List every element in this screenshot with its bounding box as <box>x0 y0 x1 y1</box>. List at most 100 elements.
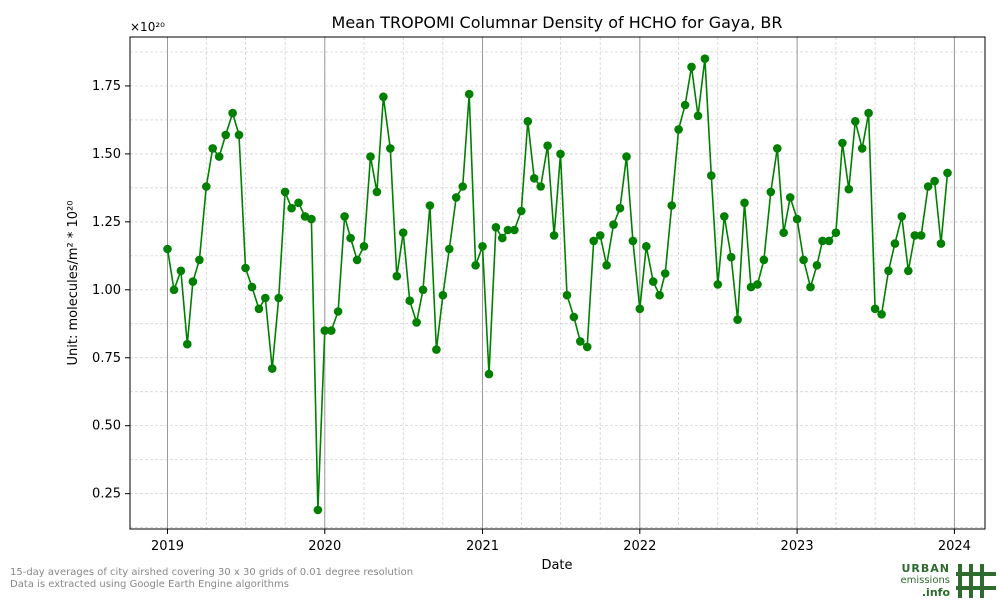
data-point <box>221 130 230 140</box>
data-point <box>543 141 552 150</box>
data-point <box>313 505 323 515</box>
data-point <box>523 117 533 126</box>
y-tick-label: 1.00 <box>92 283 121 298</box>
data-point <box>392 271 402 281</box>
data-point <box>254 304 264 314</box>
data-point <box>824 236 834 246</box>
data-point <box>195 255 204 265</box>
data-point <box>432 345 441 354</box>
x-tick-label: 2022 <box>623 539 656 554</box>
y-tick-label: 0.50 <box>92 419 121 434</box>
data-point <box>352 255 362 265</box>
data-point <box>576 337 585 346</box>
y-tick-label: 1.75 <box>92 79 121 94</box>
data-point <box>478 242 487 251</box>
year-lines <box>166 37 955 529</box>
data-point <box>812 261 822 270</box>
data-point <box>930 176 939 186</box>
data-point <box>412 318 421 327</box>
logo-line-3: .info <box>921 586 950 599</box>
data-point <box>766 187 776 197</box>
plot-frame <box>129 36 986 530</box>
data-point <box>648 277 658 286</box>
data-point <box>163 244 172 254</box>
data-point <box>615 203 625 213</box>
data-point <box>359 242 369 251</box>
data-point <box>700 54 710 63</box>
data-point <box>471 261 480 270</box>
data-point <box>529 174 539 183</box>
data-point <box>851 117 860 126</box>
data-point <box>491 223 501 232</box>
y-tick-label: 0.75 <box>92 351 121 366</box>
data-point <box>208 144 217 153</box>
data-point <box>746 282 756 292</box>
data-point <box>943 168 952 178</box>
data-point <box>635 304 645 314</box>
data-point <box>628 236 638 246</box>
data-point <box>582 342 592 352</box>
data-point <box>660 269 670 278</box>
data-point <box>379 92 388 102</box>
data-point <box>936 239 946 248</box>
x-tick-label: 2020 <box>308 539 341 554</box>
y-tick-label: 1.25 <box>92 215 121 230</box>
data-point <box>307 214 316 224</box>
y-ticks: 0.25 0.50 0.75 1.00 1.25 1.50 1.75 <box>92 79 130 502</box>
data-point <box>234 130 244 140</box>
data-point <box>785 193 795 202</box>
data-point <box>655 290 664 300</box>
data-point <box>333 307 343 316</box>
data-point <box>680 100 690 110</box>
data-point <box>897 212 907 221</box>
data-point <box>498 233 507 243</box>
data-point <box>916 231 926 240</box>
data-point <box>556 149 565 159</box>
data-point <box>667 201 676 210</box>
data-point <box>517 206 526 216</box>
data-point <box>425 201 435 210</box>
data-point <box>864 108 873 118</box>
grid-lines <box>130 37 985 529</box>
data-point <box>609 220 618 229</box>
x-tick-label: 2024 <box>938 539 971 554</box>
data-point <box>831 228 841 237</box>
data-point <box>622 152 631 161</box>
data-point <box>773 144 782 153</box>
data-point <box>674 125 683 134</box>
logo-line-2: emissions <box>900 575 950 586</box>
data-point <box>445 244 454 254</box>
data-point <box>589 236 598 246</box>
x-tick-label: 2023 <box>781 539 814 554</box>
data-point <box>458 182 468 191</box>
x-ticks: 2019 2020 2021 2022 2023 2024 <box>151 529 971 554</box>
data-point <box>214 152 224 161</box>
data-point <box>740 198 749 208</box>
data-point <box>464 89 474 99</box>
series-line <box>166 58 949 511</box>
data-point <box>340 212 349 221</box>
data-point <box>247 282 257 292</box>
data-point <box>890 239 900 248</box>
data-point <box>261 293 270 303</box>
data-point <box>320 326 330 335</box>
data-point <box>386 144 395 153</box>
series-hcho <box>166 58 949 511</box>
data-point <box>884 266 893 276</box>
data-point <box>405 296 415 306</box>
data-point <box>274 293 284 303</box>
data-point <box>294 198 303 208</box>
data-point <box>818 236 827 246</box>
data-point <box>720 212 729 221</box>
data-point <box>398 228 408 237</box>
data-point <box>792 214 802 224</box>
y-offset-label: ×10²⁰ <box>130 20 165 34</box>
data-point <box>183 339 192 349</box>
data-point <box>753 280 762 289</box>
data-point <box>759 255 769 265</box>
data-point <box>857 144 867 153</box>
data-point <box>870 304 880 314</box>
chart-title: Mean TROPOMI Columnar Density of HCHO fo… <box>332 13 783 32</box>
data-point <box>877 310 886 319</box>
data-point <box>438 290 448 300</box>
